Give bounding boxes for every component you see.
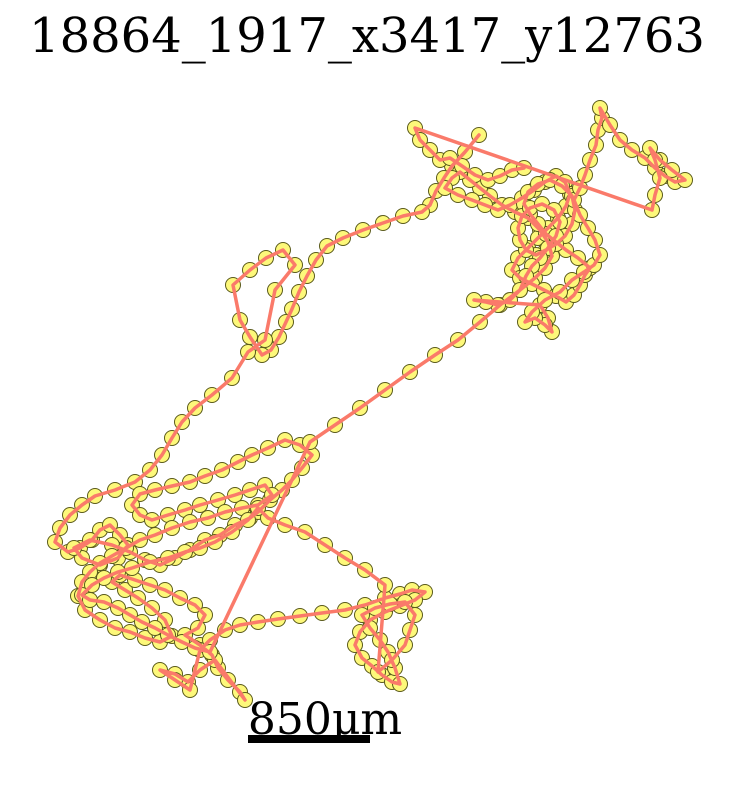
trajectory-line: [53, 106, 687, 702]
chart-title: 18864_1917_x3417_y12763: [29, 8, 705, 64]
scale-bar: [248, 735, 370, 743]
